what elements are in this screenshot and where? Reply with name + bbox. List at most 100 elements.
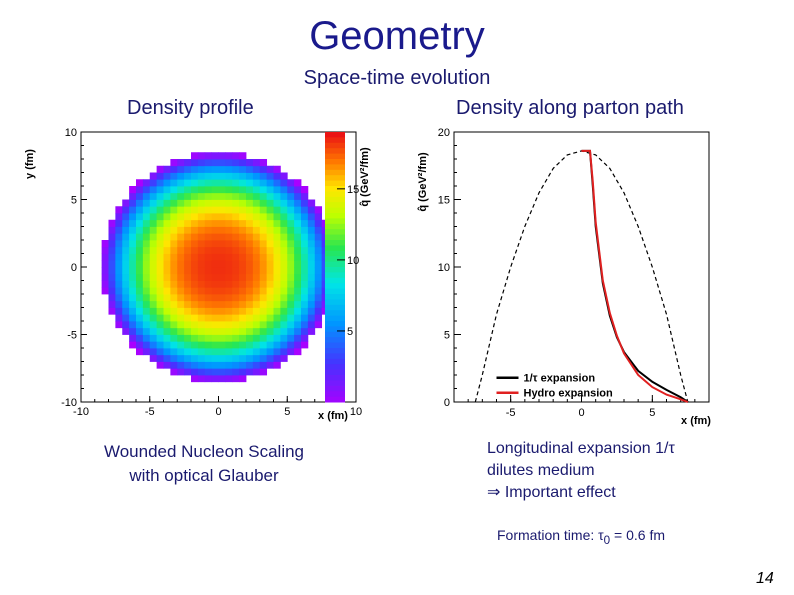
- heatmap-cell: [301, 273, 309, 281]
- heatmap-cell: [287, 273, 295, 281]
- heatmap-cell: [191, 226, 199, 234]
- heatmap-cell: [218, 327, 226, 335]
- heatmap-cell: [184, 233, 192, 241]
- colorbar: [325, 132, 345, 403]
- heatmap-cell: [225, 233, 233, 241]
- heatmap-cell: [142, 314, 151, 322]
- heatmap-cell: [177, 267, 185, 275]
- heatmap-cell: [266, 334, 274, 342]
- heatmap-cell: [149, 327, 158, 335]
- heatmap-cell: [273, 213, 281, 221]
- heatmap-cell: [246, 186, 254, 194]
- heatmap-cell: [177, 307, 185, 315]
- heatmap-cell: [122, 206, 130, 214]
- heatmap-cell: [294, 260, 302, 268]
- heatmap-cell: [239, 253, 247, 261]
- heatmap-cell: [287, 233, 295, 241]
- heatmap-cell: [177, 334, 185, 342]
- heatmap-cell: [170, 287, 178, 295]
- heatmap-cell: [136, 240, 144, 248]
- heatmap-cell: [307, 226, 316, 234]
- heatmap-cell: [307, 267, 316, 275]
- heatmap-cell: [211, 327, 219, 335]
- line-x-tick-label: 5: [649, 407, 655, 419]
- heatmap-cell: [259, 213, 268, 221]
- heatmap-x-tick-label: 0: [215, 406, 221, 418]
- heatmap-cell: [115, 314, 123, 322]
- heatmap-cell: [239, 361, 247, 369]
- heatmap-cell: [142, 280, 151, 288]
- heatmap-cell: [191, 186, 199, 194]
- heatmap-cell: [191, 253, 199, 261]
- colorbar-segment: [325, 391, 345, 398]
- heatmap-cell: [101, 253, 109, 261]
- heatmap-cell: [184, 334, 192, 342]
- series-line-hydro-expansion: [581, 149, 689, 403]
- heatmap-cell: [177, 233, 185, 241]
- heatmap-cell: [225, 260, 233, 268]
- heatmap-cell: [232, 321, 240, 329]
- heatmap-cell: [273, 186, 281, 194]
- heatmap-cell: [239, 179, 247, 187]
- heatmap-cell: [108, 246, 116, 254]
- heatmap-cell: [170, 233, 178, 241]
- heatmap-cell: [287, 327, 295, 335]
- heatmap-cell: [142, 321, 151, 329]
- heatmap-cell: [204, 186, 213, 194]
- heatmap-cell: [170, 240, 178, 248]
- heatmap-cell: [191, 172, 199, 180]
- heatmap-cell: [163, 287, 171, 295]
- heatmap-cell: [301, 240, 309, 248]
- heatmap-cell: [218, 206, 226, 214]
- heatmap-cell: [218, 307, 226, 315]
- heatmap-cell: [266, 327, 274, 335]
- heatmap-cell: [232, 260, 240, 268]
- line-y-ticks: 20 15 10 5 0: [438, 127, 461, 409]
- heatmap-cell: [211, 179, 219, 187]
- heatmap-cell: [156, 260, 164, 268]
- heatmap-cell: [191, 354, 199, 362]
- heatmap-cell: [239, 321, 247, 329]
- colorbar-segment: [325, 348, 345, 354]
- heatmap-cell: [136, 206, 144, 214]
- colorbar-segment: [325, 310, 345, 317]
- heatmap-x-tick-label: 5: [284, 406, 290, 418]
- heatmap-cell: [184, 246, 192, 254]
- heatmap-cell: [163, 300, 171, 308]
- heatmap-cell: [280, 253, 288, 261]
- heatmap-cell: [170, 368, 178, 376]
- heatmap-cell: [280, 179, 288, 187]
- heatmap-cell: [218, 246, 226, 254]
- heatmap-cell: [225, 361, 233, 369]
- heatmap-cell: [211, 267, 219, 275]
- heatmap-cell: [129, 260, 137, 268]
- heatmap-cell: [280, 280, 288, 288]
- heatmap-cell: [239, 334, 247, 342]
- heatmap-cell: [197, 246, 206, 254]
- heatmap-cell: [307, 260, 316, 268]
- heatmap-cell: [115, 219, 123, 227]
- heatmap-cell: [149, 179, 158, 187]
- heatmap-cell: [156, 226, 164, 234]
- heatmap-cell: [163, 354, 171, 362]
- heatmap-cell: [149, 314, 158, 322]
- heatmap-cell: [184, 294, 192, 302]
- heatmap-cell: [218, 280, 226, 288]
- heatmap-cell: [232, 368, 240, 376]
- heatmap-cell: [163, 307, 171, 315]
- heatmap-cell: [211, 348, 219, 356]
- heatmap-cell: [287, 341, 295, 349]
- heatmap-cell: [149, 354, 158, 362]
- colorbar-segment: [325, 186, 345, 192]
- heatmap-cell: [191, 287, 199, 295]
- heatmap-cell: [294, 294, 302, 302]
- heatmap-cell: [280, 300, 288, 308]
- heatmap-cell: [177, 348, 185, 356]
- heatmap-cell: [149, 280, 158, 288]
- heatmap-cell: [177, 219, 185, 227]
- heatmap-cell: [191, 219, 199, 227]
- heatmap-cells: [101, 152, 336, 383]
- heatmap-cell: [177, 172, 185, 180]
- heatmap-cell: [239, 273, 247, 281]
- density-path-heading: Density along parton path: [456, 97, 684, 119]
